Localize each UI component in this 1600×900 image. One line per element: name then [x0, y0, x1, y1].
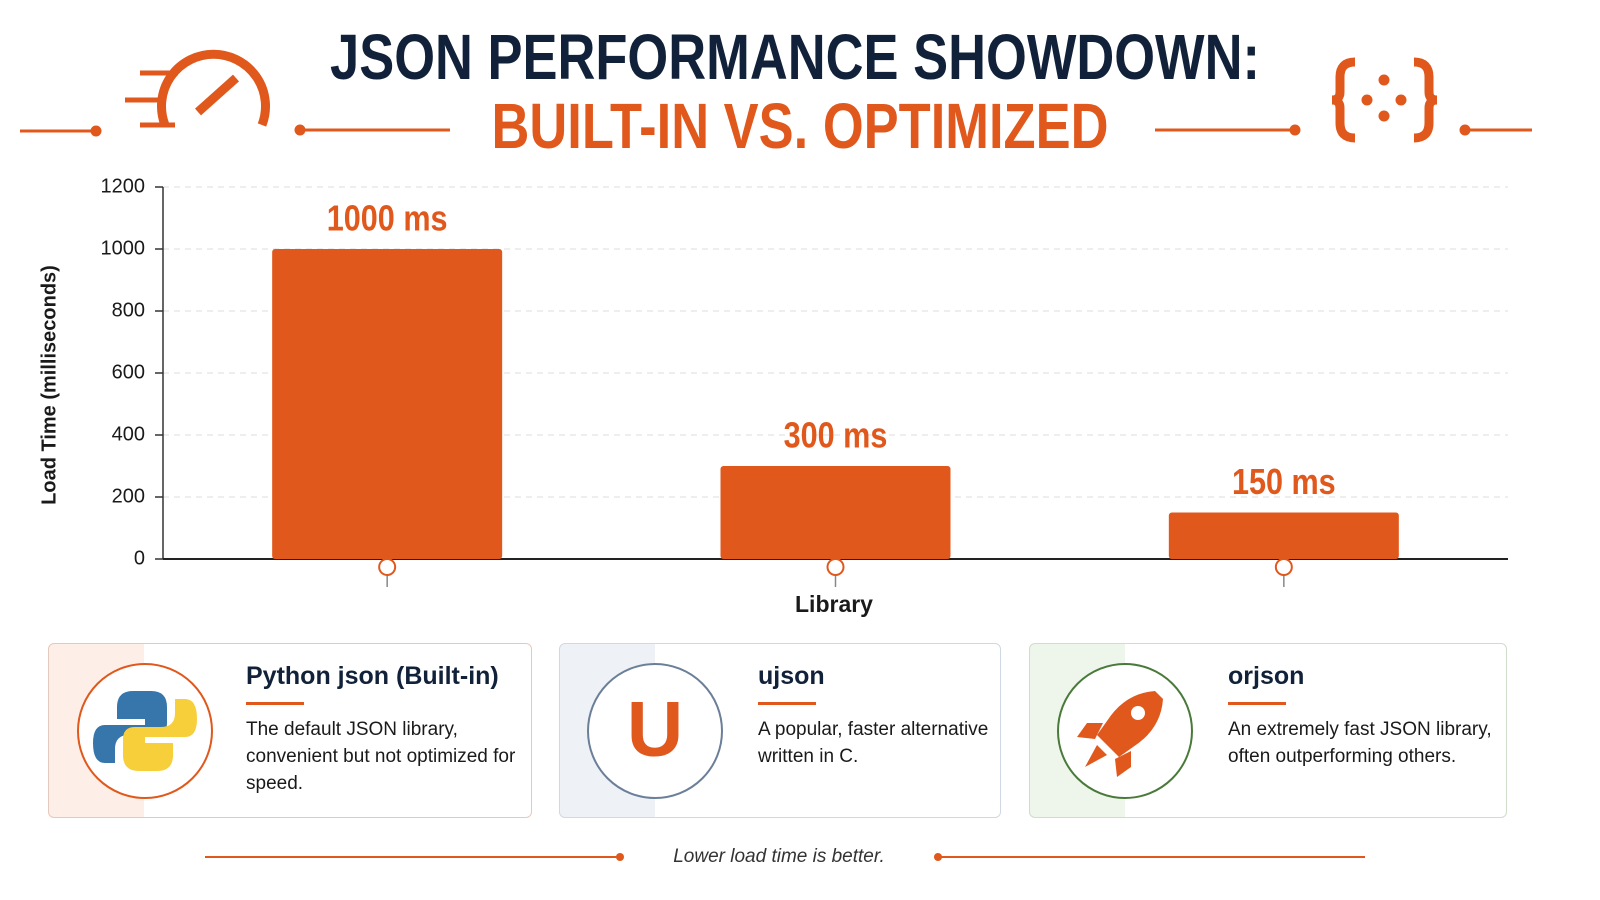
card-description: A popular, faster alternative written in… [758, 719, 989, 767]
python-icon [77, 663, 213, 799]
y-tick-label: 400 [112, 423, 145, 445]
card-title: Python json (Built-in) [246, 662, 499, 690]
y-tick-label: 200 [112, 485, 145, 507]
chart-title: JSON PERFORMANCE SHOWDOWN: [330, 22, 1260, 93]
card: Python json (Built-in) The default JSON … [48, 643, 532, 818]
x-axis-label: Library [795, 591, 873, 617]
card-description: The default JSON library, convenient but… [246, 719, 516, 794]
footer-note: Lower load time is better. [673, 846, 885, 867]
x-tick-marker [378, 558, 397, 576]
ujson-icon: U [587, 663, 723, 799]
y-tick-label: 1200 [101, 175, 146, 197]
bar [720, 466, 951, 559]
icon-letter: U [627, 685, 683, 773]
card-title: ujson [758, 662, 825, 690]
footer: Lower load time is better. [205, 846, 1365, 867]
rocket-icon [1057, 663, 1193, 799]
card-description: An extremely fast JSON library, often ou… [1228, 719, 1492, 767]
bar [1168, 512, 1399, 559]
x-tick-marker [826, 558, 845, 576]
x-tick-marker [1274, 558, 1293, 576]
chart-subtitle: BUILT-IN VS. OPTIMIZED [491, 91, 1108, 162]
card-rule [758, 702, 816, 705]
y-tick-label: 1000 [101, 237, 146, 259]
card-rule [246, 702, 304, 705]
card: U ujson A popular, faster alternative wr… [559, 643, 1001, 818]
y-tick-label: 800 [112, 299, 145, 321]
card: orjson An extremely fast JSON library, o… [1029, 643, 1507, 818]
data-label: 1000 ms [327, 199, 448, 239]
card-title: orjson [1228, 662, 1305, 690]
header-decoration [20, 49, 1532, 143]
data-label: 150 ms [1232, 463, 1336, 503]
bar [272, 249, 503, 559]
card-rule [1228, 702, 1286, 705]
y-tick-label: 0 [134, 547, 145, 569]
y-tick-label: 600 [112, 361, 145, 383]
y-axis-label: Load Time (milliseconds) [38, 265, 60, 505]
data-label: 300 ms [784, 416, 888, 456]
